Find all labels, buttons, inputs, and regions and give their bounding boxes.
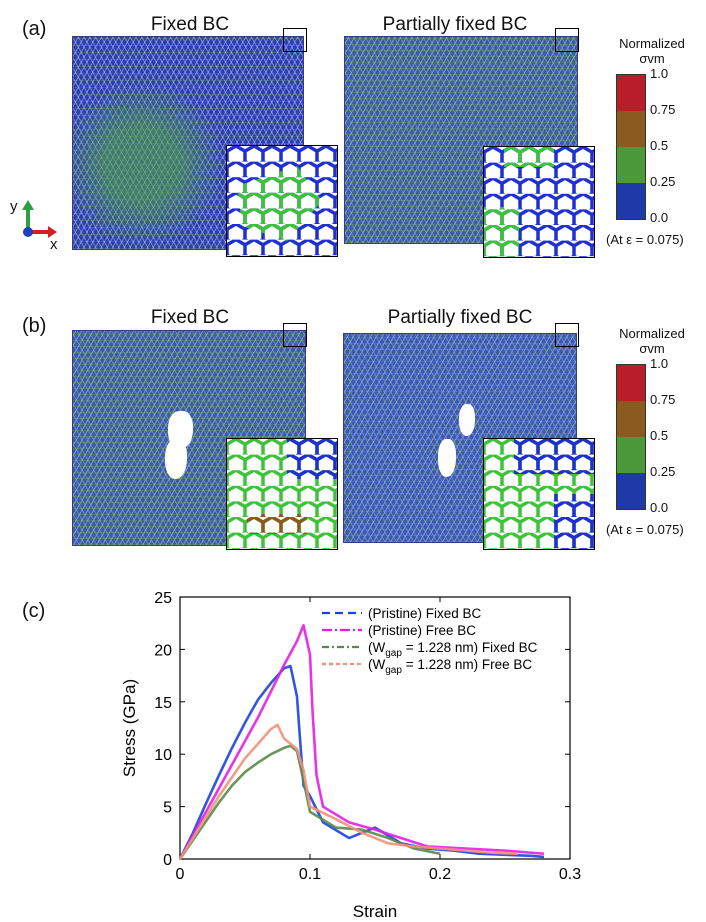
y-tick-label: 20 bbox=[154, 642, 172, 659]
colorbar-a bbox=[616, 74, 646, 220]
y-axis-label: Stress (GPa) bbox=[120, 679, 139, 777]
x-tick-label: 0 bbox=[176, 866, 185, 883]
colorbar-b-title: Normalized σvm bbox=[619, 326, 685, 356]
colorbar-b-note: (At ε = 0.075) bbox=[606, 522, 684, 537]
panel-a-label: (a) bbox=[22, 18, 47, 40]
y-ticks: 0 5 10 15 20 25 bbox=[154, 590, 570, 869]
legend-label: (Wgap = 1.228 nm) Free BC bbox=[368, 657, 532, 676]
plot-frame bbox=[179, 596, 571, 860]
series-line-4 bbox=[178, 723, 519, 860]
panel-b-left-title: Fixed BC bbox=[150, 307, 230, 328]
y-tick-label: 25 bbox=[154, 590, 172, 607]
legend-label: (Pristine) Fixed BC bbox=[368, 606, 482, 621]
x-axis-label: Strain bbox=[353, 902, 397, 921]
crack-hole bbox=[438, 439, 456, 477]
y-tick-label: 15 bbox=[154, 695, 172, 712]
stress-strain-chart: 0 5 10 15 20 25 0 0.1 0.2 0.3 (Pristine) Fixed B… bbox=[120, 590, 581, 921]
colorbar-a-tick: 1.0 bbox=[650, 66, 669, 81]
colorbar-b bbox=[616, 364, 646, 510]
colorbar-b-tick: 0.25 bbox=[650, 464, 676, 479]
crack-hole bbox=[459, 404, 475, 436]
series-line-3 bbox=[178, 744, 441, 860]
panel-b-fixed-zoom-box bbox=[283, 323, 307, 347]
colorbar-b-tick: 0.0 bbox=[650, 500, 669, 515]
hexagon-lattice-icon bbox=[227, 439, 337, 549]
panel-a-fixed-mesh bbox=[72, 36, 304, 250]
panel-b-right-title: Partially fixed BC bbox=[387, 307, 533, 328]
crack-hole bbox=[165, 439, 187, 479]
y-tick-label: 10 bbox=[154, 747, 172, 764]
colorbar-seg-red bbox=[617, 365, 645, 401]
colorbar-seg-green bbox=[617, 437, 645, 473]
panel-a-right-title: Partially fixed BC bbox=[382, 14, 528, 35]
x-tick-label: 0.1 bbox=[299, 866, 321, 883]
y-tick-label: 0 bbox=[163, 852, 172, 869]
legend: (Pristine) Fixed BC (Pristine) Free BC (Wg… bbox=[322, 606, 538, 676]
panel-b-label: (b) bbox=[22, 315, 47, 337]
colorbar-seg-brown bbox=[617, 401, 645, 437]
panel-a-partial-zoom-box bbox=[555, 28, 579, 52]
x-ticks: 0 0.1 0.2 0.3 bbox=[176, 597, 581, 883]
axis-x-label: x bbox=[50, 236, 58, 253]
colorbar-a-note: (At ε = 0.075) bbox=[606, 232, 684, 247]
colorbar-seg-blue bbox=[617, 183, 645, 219]
panel-b-fixed-inset bbox=[226, 438, 338, 550]
panel-a-fixed-zoom-box bbox=[283, 28, 307, 52]
colorbar-a-tick: 0.75 bbox=[650, 102, 676, 117]
y-tick-label: 5 bbox=[163, 800, 172, 817]
legend-label: (Wgap = 1.228 nm) Fixed BC bbox=[368, 640, 538, 659]
axis-y-label: y bbox=[10, 198, 18, 215]
colorbar-b-tick: 0.5 bbox=[650, 428, 669, 443]
x-tick-label: 0.2 bbox=[429, 866, 451, 883]
panel-a-left-title: Fixed BC bbox=[150, 14, 230, 35]
colorbar-seg-red bbox=[617, 75, 645, 111]
hexagon-lattice-icon bbox=[484, 439, 594, 549]
colorbar-seg-blue bbox=[617, 473, 645, 509]
colorbar-a-tick: 0.5 bbox=[650, 138, 669, 153]
hexagon-lattice-icon bbox=[227, 146, 337, 256]
series-group bbox=[178, 623, 545, 860]
colorbar-a-title: Normalized σvm bbox=[619, 36, 685, 66]
panel-c-label: (c) bbox=[22, 600, 46, 622]
colorbar-seg-brown bbox=[617, 111, 645, 147]
x-tick-label: 0.3 bbox=[559, 866, 581, 883]
colorbar-b-tick: 0.75 bbox=[650, 392, 676, 407]
panel-a-fixed-inset bbox=[226, 145, 338, 257]
panel-a-partial-inset bbox=[483, 146, 595, 258]
colorbar-a-tick: 0.0 bbox=[650, 210, 669, 225]
axes-triad-icon bbox=[22, 200, 57, 238]
hexagon-lattice-icon bbox=[484, 147, 594, 257]
panel-b-partial-inset bbox=[483, 438, 595, 550]
panel-b-partial-zoom-box bbox=[555, 323, 579, 347]
legend-label: (Pristine) Free BC bbox=[368, 623, 476, 638]
colorbar-b-tick: 1.0 bbox=[650, 356, 669, 371]
colorbar-a-tick: 0.25 bbox=[650, 174, 676, 189]
colorbar-seg-green bbox=[617, 147, 645, 183]
